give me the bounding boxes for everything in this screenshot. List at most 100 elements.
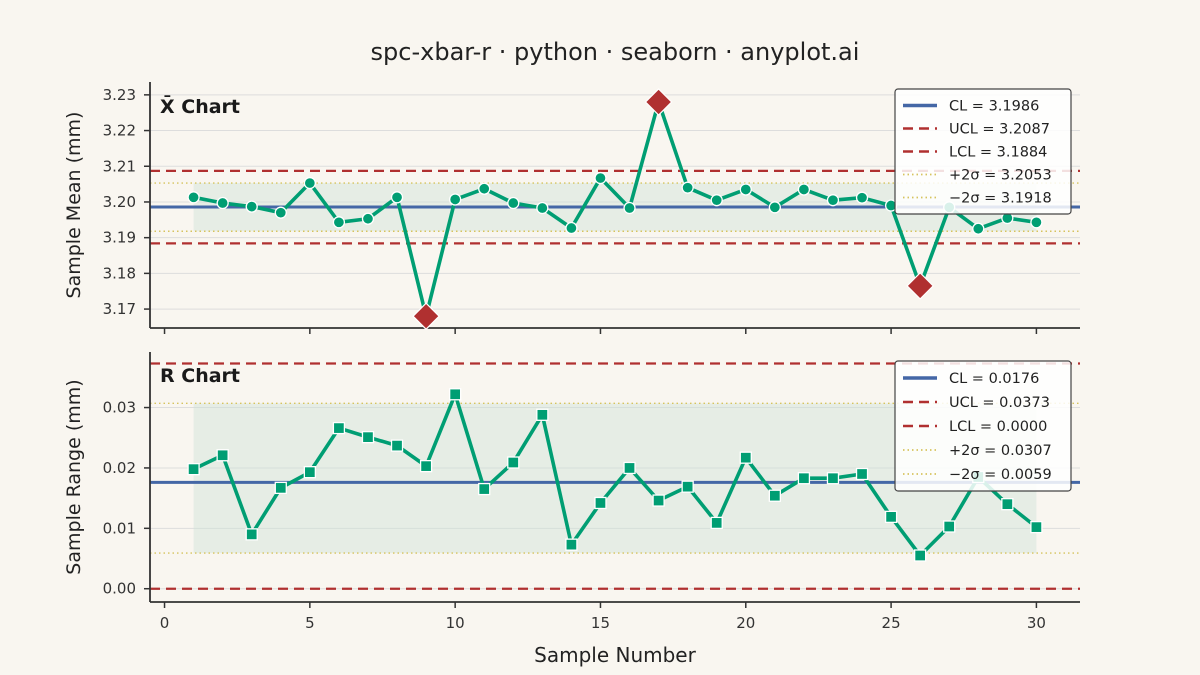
y-axis-label: Sample Mean (mm) xyxy=(63,112,85,299)
y-tick-label: 3.17 xyxy=(103,300,136,318)
data-point xyxy=(1030,520,1043,534)
data-point xyxy=(652,494,665,507)
data-point xyxy=(390,191,404,204)
x-tick-label: 15 xyxy=(591,614,610,632)
data-point xyxy=(797,183,811,196)
x-tick-label: 20 xyxy=(736,614,755,632)
x-tick-label: 0 xyxy=(160,614,170,632)
legend-label-lcl: LCL = 3.1884 xyxy=(949,145,1047,161)
data-point xyxy=(187,462,200,476)
data-point xyxy=(1001,498,1014,511)
y-tick-label: 0.01 xyxy=(103,519,136,537)
chart-title: spc-xbar-r · python · seaborn · anyplot.… xyxy=(371,38,860,66)
y-tick-label: 0.02 xyxy=(103,459,136,477)
y-tick-label: 3.23 xyxy=(103,86,136,104)
data-point xyxy=(361,430,375,444)
out-of-control-point xyxy=(906,272,935,300)
data-point xyxy=(972,222,985,235)
panel-title: R Chart xyxy=(160,365,240,387)
series-line xyxy=(192,392,1038,558)
data-point xyxy=(565,221,578,235)
out-of-control-point xyxy=(412,302,440,331)
data-point xyxy=(681,181,694,194)
data-point xyxy=(681,480,694,493)
y-tick-label: 3.19 xyxy=(103,229,136,247)
data-point xyxy=(739,451,752,464)
data-point xyxy=(245,528,258,541)
x-tick-label: 5 xyxy=(305,614,315,632)
data-point xyxy=(594,171,607,185)
data-point xyxy=(419,459,433,473)
y-tick-label: 3.20 xyxy=(103,193,136,211)
data-point xyxy=(768,489,781,502)
legend-label-p2s: +2σ = 3.2053 xyxy=(949,168,1052,184)
out-of-control-point xyxy=(644,88,673,116)
data-point xyxy=(710,516,723,530)
data-point xyxy=(710,194,723,207)
x-axis-label: Sample Number xyxy=(534,643,696,667)
x-tick-label: 30 xyxy=(1027,614,1046,632)
legend-label-p2s: +2σ = 0.0307 xyxy=(949,443,1052,459)
data-point xyxy=(914,549,927,562)
data-point xyxy=(536,408,549,421)
data-point xyxy=(826,472,840,485)
x-tick-label: 10 xyxy=(446,614,465,632)
r-chart-panel: 0.00 0.01 0.02 0.03 0 5 10 15 20 25 30 Sample Range… xyxy=(63,352,1080,632)
data-point xyxy=(245,200,258,213)
legend-box xyxy=(894,88,1072,215)
data-point xyxy=(332,421,346,435)
data-point xyxy=(797,472,811,485)
legend-box xyxy=(894,360,1072,492)
y-tick-label: 0.00 xyxy=(103,580,136,598)
data-point xyxy=(623,461,636,475)
legend-label-cl: CL = 0.0176 xyxy=(949,371,1039,387)
data-point xyxy=(390,439,404,452)
data-point xyxy=(565,538,578,551)
data-point xyxy=(536,201,549,215)
data-point xyxy=(332,216,346,229)
data-point xyxy=(623,201,636,215)
y-tick-label: 0.03 xyxy=(103,399,136,417)
legend-label-m2s: −2σ = 3.1918 xyxy=(949,191,1052,207)
legend-label-lcl: LCL = 0.0000 xyxy=(949,419,1047,435)
data-point xyxy=(449,388,462,401)
legend-label-cl: CL = 3.1986 xyxy=(949,99,1039,115)
data-point xyxy=(826,194,840,207)
data-point xyxy=(361,212,375,225)
data-point xyxy=(507,196,520,210)
legend: CL = 3.1986 UCL = 3.2087 LCL = 3.1884 +2σ =… xyxy=(894,88,1072,215)
data-point xyxy=(478,482,491,496)
data-point xyxy=(768,201,781,214)
data-point xyxy=(739,183,752,196)
data-point xyxy=(449,193,462,206)
legend-label-ucl: UCL = 0.0373 xyxy=(949,395,1050,411)
legend: CL = 0.0176 UCL = 0.0373 LCL = 0.0000 +2σ =… xyxy=(894,360,1072,492)
data-point xyxy=(855,191,869,204)
x-tick-label: 25 xyxy=(882,614,901,632)
y-tick-label: 3.21 xyxy=(103,157,136,175)
data-point xyxy=(216,449,229,462)
data-point xyxy=(187,191,200,204)
data-point xyxy=(274,206,287,219)
data-point xyxy=(216,196,229,210)
y-tick-label: 3.22 xyxy=(103,122,136,140)
data-point xyxy=(943,520,956,533)
data-point xyxy=(303,176,316,190)
y-tick-label: 3.18 xyxy=(103,264,136,282)
y-axis-label: Sample Range (mm) xyxy=(63,379,85,574)
data-point xyxy=(1030,216,1043,229)
panel-title: X̄ Chart xyxy=(160,95,240,118)
data-point xyxy=(594,496,607,510)
data-point xyxy=(303,466,316,479)
data-point xyxy=(274,481,287,495)
data-point xyxy=(855,467,869,481)
data-point xyxy=(507,456,520,469)
data-point xyxy=(478,182,491,195)
series-line xyxy=(193,100,1037,319)
legend-label-m2s: −2σ = 0.0059 xyxy=(949,467,1052,483)
data-point xyxy=(884,510,898,524)
legend-label-ucl: UCL = 3.2087 xyxy=(949,122,1050,138)
xbar-chart-panel: 3.17 3.18 3.19 3.20 3.21 3.22 3.23 Sample Mean … xyxy=(63,82,1080,334)
